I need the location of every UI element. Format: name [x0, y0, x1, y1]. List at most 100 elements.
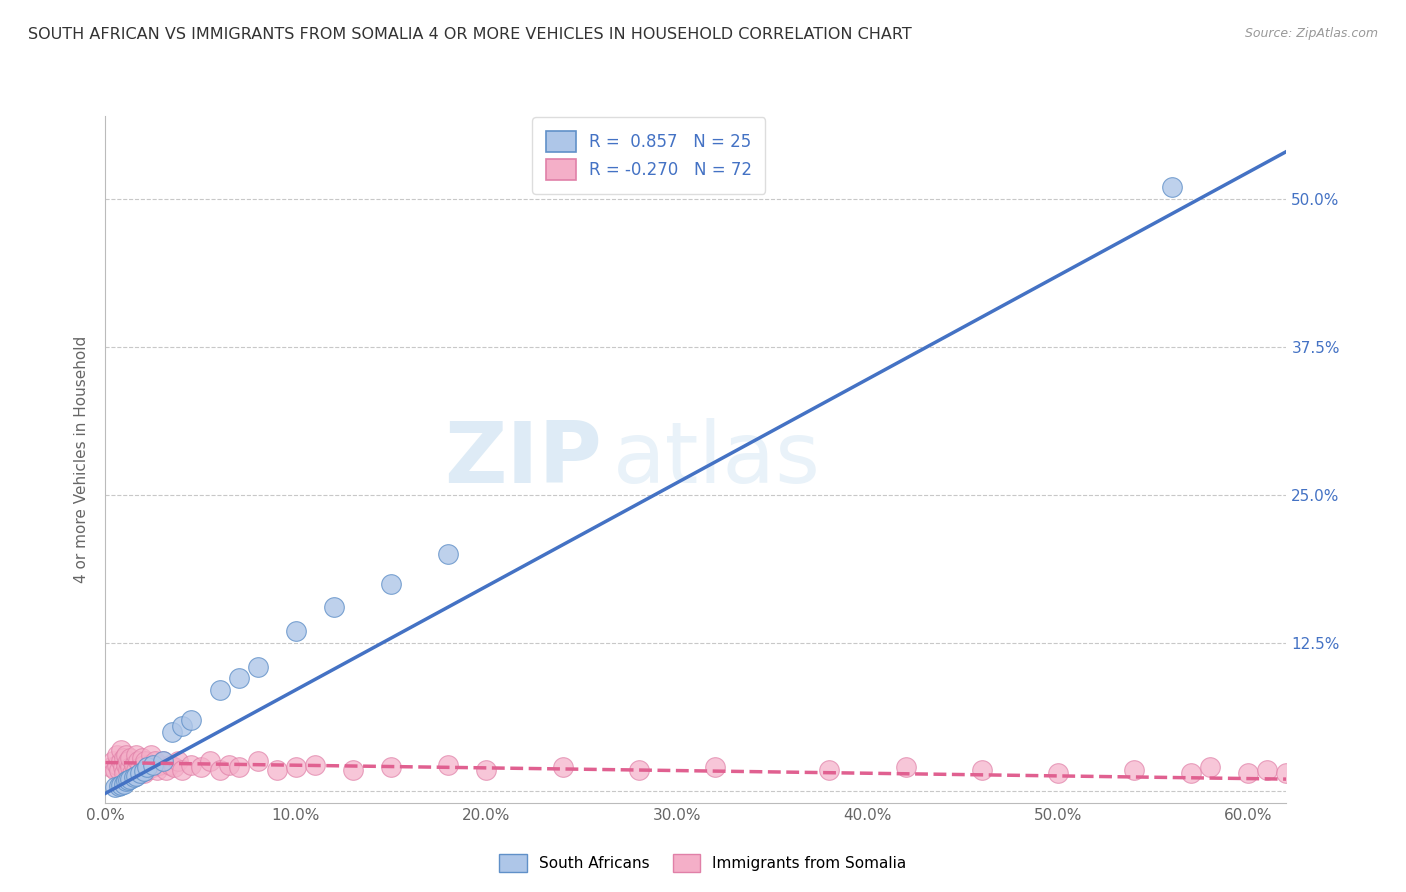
Point [120, 751, 142, 765]
Point [475, 763, 498, 777]
Point [437, 547, 460, 561]
Point [136, 763, 159, 777]
Point [1313, 766, 1336, 780]
Point [104, 780, 127, 795]
Point [246, 659, 269, 673]
Point [128, 760, 150, 774]
Point [122, 758, 145, 772]
Point [107, 763, 129, 777]
Point [818, 763, 841, 777]
Point [148, 758, 170, 772]
Point [107, 779, 129, 793]
Y-axis label: 4 or more Vehicles in Household: 4 or more Vehicles in Household [75, 335, 90, 583]
Point [152, 755, 174, 769]
Point [228, 672, 250, 686]
Point [117, 773, 139, 788]
Point [105, 758, 128, 772]
Point [304, 758, 326, 772]
Point [1371, 763, 1393, 777]
Point [208, 683, 231, 698]
Point [125, 763, 148, 777]
Point [114, 751, 136, 765]
Point [190, 760, 212, 774]
Point [114, 777, 136, 791]
Point [266, 763, 288, 777]
Point [342, 763, 364, 777]
Point [155, 763, 177, 777]
Point [1180, 766, 1202, 780]
Point [228, 760, 250, 774]
Text: Source: ZipAtlas.com: Source: ZipAtlas.com [1244, 27, 1378, 40]
Point [180, 758, 202, 772]
Point [704, 760, 727, 774]
Point [115, 774, 138, 789]
Point [163, 760, 186, 774]
Point [111, 760, 134, 774]
Point [437, 758, 460, 772]
Text: atlas: atlas [613, 417, 821, 501]
Point [1237, 766, 1260, 780]
Point [170, 719, 193, 733]
Point [117, 763, 139, 777]
Point [200, 755, 222, 769]
Point [110, 742, 132, 756]
Point [105, 748, 128, 763]
Text: SOUTH AFRICAN VS IMMIGRANTS FROM SOMALIA 4 OR MORE VEHICLES IN HOUSEHOLD CORRELA: SOUTH AFRICAN VS IMMIGRANTS FROM SOMALIA… [28, 27, 912, 42]
Point [166, 755, 188, 769]
Point [894, 760, 917, 774]
Point [101, 755, 124, 769]
Point [1295, 763, 1317, 777]
Point [170, 763, 193, 777]
Point [1199, 760, 1222, 774]
Point [1123, 763, 1146, 777]
Point [218, 758, 240, 772]
Point [380, 760, 402, 774]
Point [1333, 763, 1355, 777]
Point [246, 755, 269, 769]
Text: ZIP: ZIP [444, 417, 602, 501]
Point [120, 772, 142, 786]
Point [180, 713, 202, 727]
Point [284, 760, 307, 774]
Point [970, 763, 993, 777]
Point [125, 768, 148, 782]
Point [146, 763, 169, 777]
Point [1161, 180, 1184, 194]
Point [138, 758, 160, 772]
Point [128, 766, 150, 780]
Point [114, 766, 136, 780]
Point [1256, 763, 1278, 777]
Point [132, 766, 155, 780]
Point [104, 763, 127, 777]
Point [125, 748, 148, 763]
Point [121, 766, 143, 780]
Point [134, 755, 156, 769]
Point [208, 763, 231, 777]
Point [323, 600, 346, 615]
Point [136, 760, 159, 774]
Point [117, 755, 139, 769]
Point [131, 751, 153, 765]
Point [627, 763, 650, 777]
Legend: South Africans, Immigrants from Somalia: South Africans, Immigrants from Somalia [492, 846, 914, 880]
Point [142, 760, 165, 774]
Point [380, 576, 402, 591]
Point [160, 724, 183, 739]
Legend: R =  0.857   N = 25, R = -0.270   N = 72: R = 0.857 N = 25, R = -0.270 N = 72 [533, 118, 765, 194]
Point [110, 755, 132, 769]
Point [127, 755, 149, 769]
Point [115, 748, 138, 763]
Point [143, 755, 166, 769]
Point [1275, 766, 1298, 780]
Point [152, 755, 174, 769]
Point [120, 760, 142, 774]
Point [284, 624, 307, 639]
Point [132, 758, 155, 772]
Point [115, 758, 138, 772]
Point [551, 760, 574, 774]
Point [100, 760, 122, 774]
Point [142, 758, 165, 772]
Point [141, 748, 163, 763]
Point [159, 758, 181, 772]
Point [1351, 766, 1374, 780]
